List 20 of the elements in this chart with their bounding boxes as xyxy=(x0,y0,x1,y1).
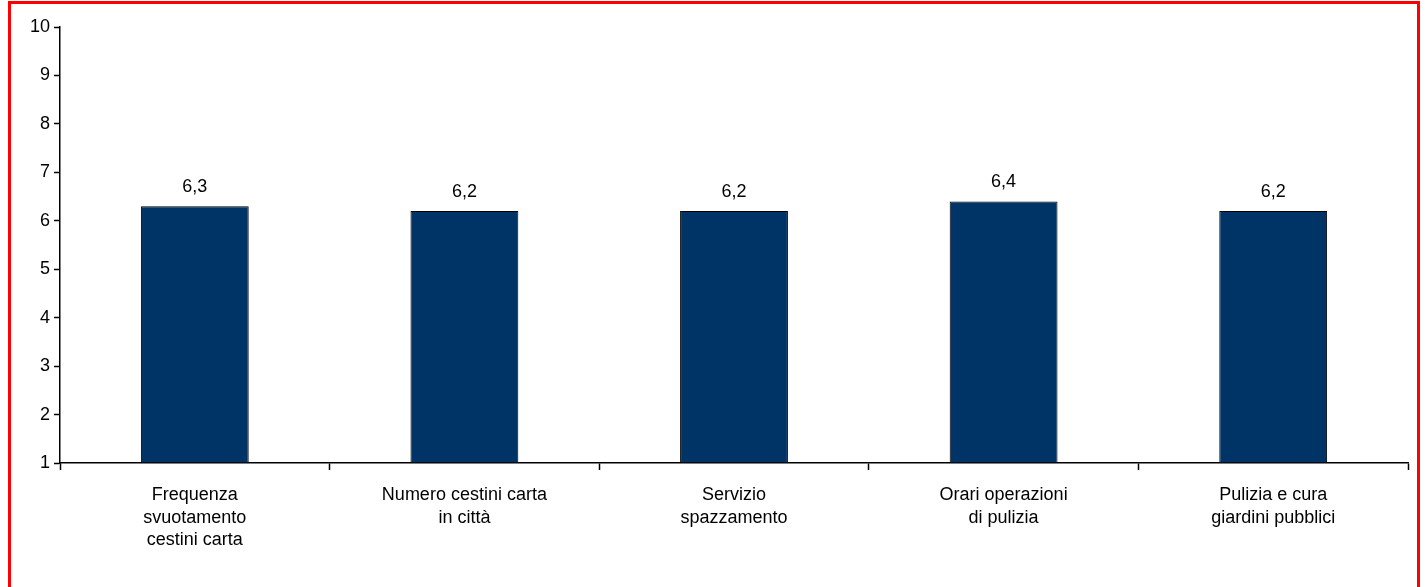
x-tick-label: Numero cestini carta in città xyxy=(381,484,548,527)
data-label: 6,2 xyxy=(1260,181,1286,202)
y-tick-label: 3 xyxy=(39,355,50,376)
y-tick-label: 2 xyxy=(39,403,50,424)
y-tick-label: 10 xyxy=(29,15,50,36)
x-tick-label: Servizio spazzamento xyxy=(680,484,788,527)
y-tick-label: 7 xyxy=(39,161,50,182)
y-tick-label: 1 xyxy=(39,451,50,472)
data-label: 6,4 xyxy=(991,171,1017,192)
y-tick-label: 5 xyxy=(39,258,50,279)
y-tick-label: 4 xyxy=(39,306,50,327)
data-label: 6,3 xyxy=(182,176,208,197)
data-label: 6,2 xyxy=(721,181,747,202)
y-tick-label: 8 xyxy=(39,112,50,133)
x-tick-label: Frequenza svuotamento cestini carta xyxy=(143,484,247,550)
y-tick-label: 9 xyxy=(39,64,50,85)
x-tick-label: Pulizia e cura giardini pubblici xyxy=(1211,484,1336,527)
data-label: 6,2 xyxy=(451,181,477,202)
y-tick-label: 6 xyxy=(39,209,50,230)
x-tick-label: Orari operazioni di pulizia xyxy=(939,484,1068,527)
